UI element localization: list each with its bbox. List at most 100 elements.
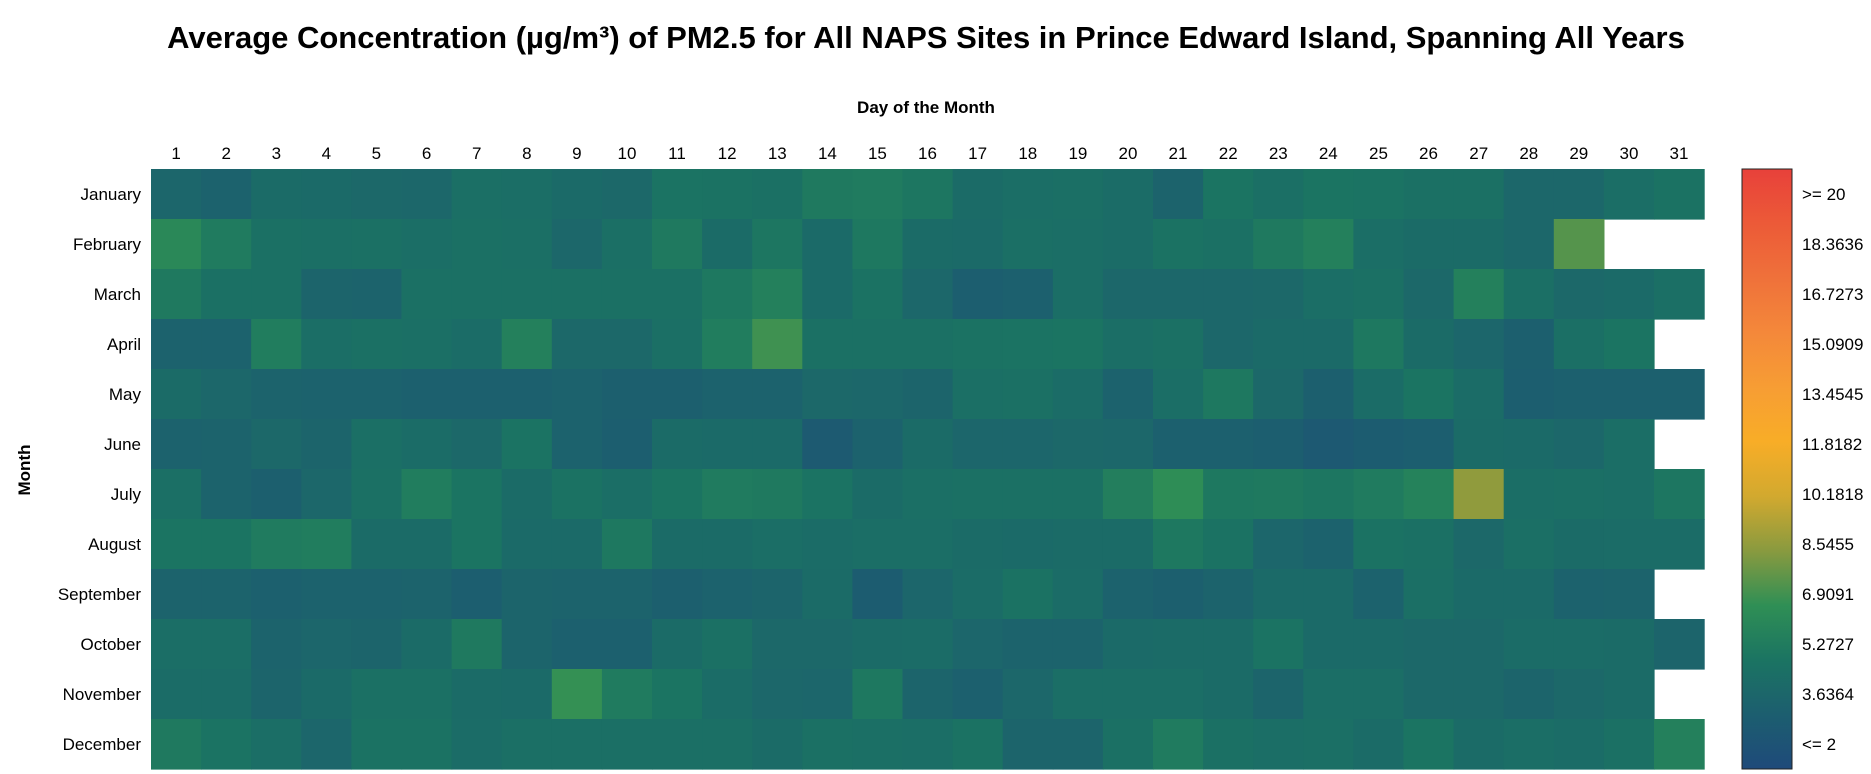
heatmap-cell: [1654, 719, 1705, 770]
heatmap-cell: [201, 219, 252, 270]
heatmap-cell: [752, 519, 803, 570]
heatmap-cell: [451, 519, 503, 570]
heatmap-cell: [902, 669, 954, 720]
heatmap-cell: [752, 719, 803, 770]
x-tick-label: 10: [618, 144, 637, 163]
heatmap-cell: [251, 719, 302, 770]
heatmap-cell: [1503, 569, 1555, 620]
heatmap-cell: [451, 219, 503, 270]
x-tick-label: 5: [372, 144, 381, 163]
heatmap-cell: [1002, 569, 1054, 620]
heatmap-cell: [151, 419, 202, 470]
heatmap-cell: [1353, 269, 1405, 320]
colorbar-gradient: [1741, 168, 1793, 770]
heatmap-cell: [1052, 669, 1104, 720]
heatmap-cell: [1503, 219, 1555, 270]
heatmap-cell: [1403, 469, 1455, 520]
heatmap-cell: [601, 319, 653, 370]
x-tick-label: 14: [818, 144, 837, 163]
heatmap-cell: [1203, 469, 1254, 520]
heatmap-cell: [752, 319, 803, 370]
heatmap-cell: [1603, 719, 1655, 770]
heatmap-cell: [1503, 469, 1555, 520]
heatmap-cell: [151, 319, 202, 370]
heatmap-cell: [1503, 319, 1555, 370]
heatmap-cell: [1353, 569, 1405, 620]
y-tick-label: April: [107, 335, 141, 354]
heatmap-cell: [601, 219, 653, 270]
heatmap-cell: [151, 469, 202, 520]
heatmap-cell: [1453, 519, 1505, 570]
heatmap-cell: [652, 419, 703, 470]
heatmap-cell: [1253, 469, 1304, 520]
heatmap-cell: [1654, 619, 1705, 670]
heatmap-cell: [1203, 319, 1254, 370]
heatmap-cell: [301, 369, 352, 420]
heatmap-cell: [1303, 469, 1354, 520]
heatmap-cell: [1553, 319, 1605, 370]
heatmap-cell: [1353, 469, 1405, 520]
heatmap-cell: [351, 669, 403, 720]
heatmap-cell: [752, 269, 803, 320]
heatmap-cell: [201, 469, 252, 520]
heatmap-cell: [1353, 619, 1405, 670]
heatmap-cell: [702, 419, 753, 470]
heatmap-cell: [201, 619, 252, 670]
heatmap-cell: [1203, 219, 1254, 270]
colorbar-label: 15.0909: [1802, 335, 1863, 354]
heatmap-cell: [1453, 269, 1505, 320]
colorbar-label: 10.1818: [1802, 485, 1863, 504]
heatmap-cell: [601, 369, 653, 420]
heatmap-cell: [1102, 369, 1154, 420]
heatmap-cell: [401, 369, 453, 420]
heatmap-cell: [1503, 369, 1555, 420]
heatmap-cell: [1052, 319, 1104, 370]
heatmap-cell: [852, 719, 904, 770]
heatmap-cell: [1403, 269, 1455, 320]
heatmap-cell: [451, 719, 503, 770]
heatmap-cells: [151, 169, 1705, 770]
heatmap-cell: [1303, 569, 1354, 620]
heatmap-cell: [852, 519, 904, 570]
heatmap-cell: [1553, 419, 1605, 470]
heatmap-cell: [852, 619, 904, 670]
x-tick-label: 30: [1620, 144, 1639, 163]
heatmap-cell: [902, 369, 954, 420]
y-tick-label: September: [58, 585, 141, 604]
colorbar-label: 13.4545: [1802, 385, 1863, 404]
heatmap-cell: [1503, 619, 1555, 670]
heatmap-cell: [451, 169, 503, 220]
heatmap-cell: [1002, 669, 1054, 720]
heatmap-cell: [1203, 269, 1254, 320]
heatmap-cell: [401, 319, 453, 370]
heatmap-cell: [301, 569, 352, 620]
heatmap-cell: [1153, 269, 1204, 320]
heatmap-cell: [702, 169, 753, 220]
heatmap-cell: [1153, 219, 1204, 270]
heatmap-cell: [1553, 219, 1605, 270]
heatmap-cell: [1052, 519, 1104, 570]
heatmap-cell: [1353, 369, 1405, 420]
heatmap-cell: [1153, 369, 1204, 420]
x-tick-label: 23: [1269, 144, 1288, 163]
y-tick-label: March: [94, 285, 141, 304]
heatmap-cell: [1453, 719, 1505, 770]
y-tick-label: January: [81, 185, 142, 204]
heatmap-cell: [1002, 519, 1054, 570]
x-tick-label: 18: [1018, 144, 1037, 163]
heatmap-cell: [551, 519, 603, 570]
heatmap-cell: [1102, 719, 1154, 770]
heatmap-cell: [301, 519, 352, 570]
colorbar: >= 20 18.3636 16.7273 15.0909 13.4545 11.8182…: [1741, 168, 1863, 770]
heatmap-cell: [201, 719, 252, 770]
heatmap-cell: [351, 469, 403, 520]
heatmap-cell: [501, 719, 553, 770]
heatmap-cell: [1403, 369, 1455, 420]
colorbar-label: >= 20: [1802, 185, 1846, 204]
heatmap-cell: [1102, 419, 1154, 470]
y-tick-label: October: [81, 635, 142, 654]
heatmap-cell: [251, 319, 302, 370]
heatmap-cell: [1654, 369, 1705, 420]
heatmap-cell: [952, 319, 1004, 370]
